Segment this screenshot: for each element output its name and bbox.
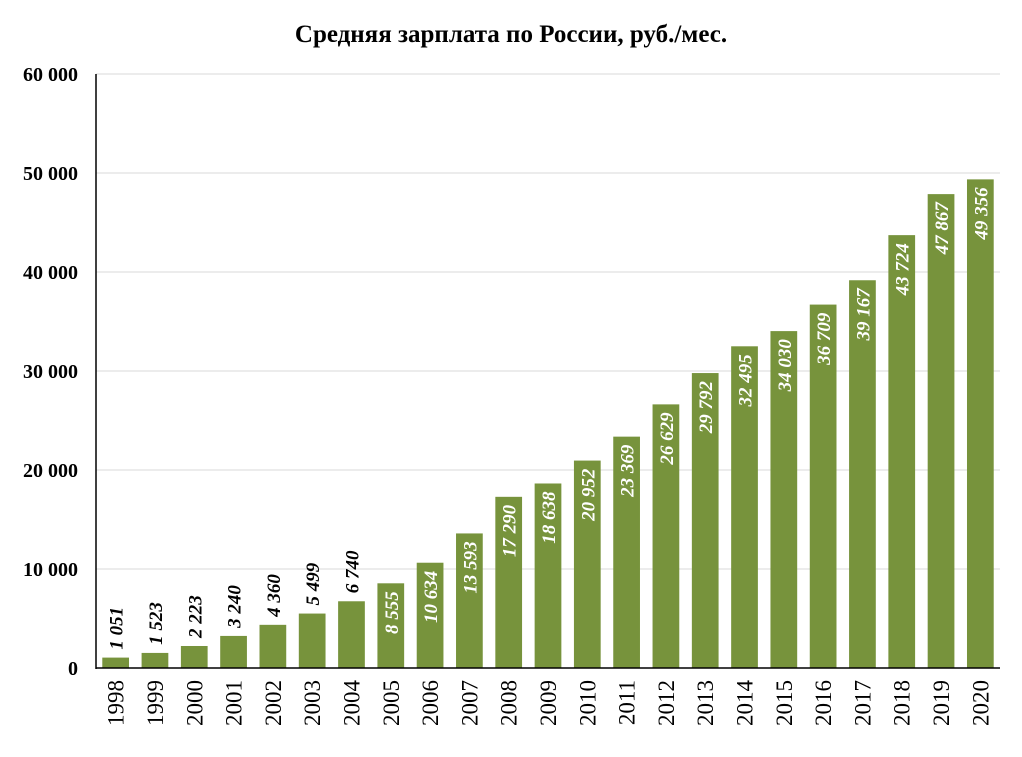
data-label: 39 167 [853, 287, 874, 342]
chart-title: Средняя зарплата по России, руб./мес. [295, 21, 727, 48]
data-label: 20 952 [578, 468, 599, 522]
x-tick-label: 2017 [850, 680, 875, 726]
x-tick-label: 2008 [497, 680, 522, 726]
data-label: 29 792 [696, 381, 717, 435]
x-tick-label: 2007 [457, 680, 482, 726]
x-axis-ticks: 1998 1999 2000 2001 2002 2003 2004 2005 2006 2007… [104, 680, 994, 727]
bar [770, 331, 798, 668]
data-label: 4 360 [264, 574, 285, 618]
bar [456, 533, 483, 668]
data-label: 23 369 [618, 444, 639, 498]
y-axis-ticks: 0 10 000 20 000 30 000 40 000 50 000 60 000 [23, 64, 78, 680]
x-tick-label: 2009 [536, 680, 561, 726]
bar [573, 460, 601, 668]
data-label: 8 555 [382, 591, 403, 634]
data-label: 2 223 [185, 595, 206, 639]
bar [966, 179, 994, 668]
x-tick-label: 2020 [968, 680, 993, 726]
x-tick-label: 2000 [182, 680, 207, 726]
x-tick-label: 2005 [379, 680, 404, 726]
data-label: 32 495 [736, 354, 757, 408]
data-label: 18 638 [539, 491, 560, 544]
y-tick-label: 50 000 [23, 163, 78, 185]
bar [180, 645, 208, 668]
data-label: 49 356 [971, 187, 992, 241]
x-tick-label: 2004 [339, 680, 364, 727]
bar [652, 404, 680, 668]
bar [259, 624, 287, 668]
bar [416, 562, 444, 668]
bar [888, 235, 916, 669]
bar [534, 483, 562, 668]
data-label: 34 030 [775, 339, 796, 393]
bar [731, 346, 758, 668]
bar [102, 657, 130, 668]
y-tick-label: 0 [68, 658, 78, 680]
x-tick-label: 2010 [575, 680, 600, 726]
bar [298, 613, 326, 668]
axes [95, 74, 1000, 669]
data-label: 1 051 [107, 607, 128, 650]
x-tick-label: 2016 [811, 680, 836, 726]
bars [102, 179, 994, 669]
data-label: 47 867 [932, 201, 953, 256]
y-tick-label: 60 000 [23, 64, 78, 86]
x-tick-label: 2003 [300, 680, 325, 726]
x-tick-label: 2001 [222, 680, 247, 726]
data-label: 1 523 [146, 602, 167, 645]
bar [927, 194, 955, 668]
bar [141, 652, 169, 668]
y-tick-label: 30 000 [23, 361, 78, 383]
bar [377, 583, 405, 668]
data-label: 13 593 [460, 541, 481, 593]
x-tick-label: 1998 [104, 680, 129, 726]
x-tick-label: 2019 [929, 680, 954, 726]
bar [849, 280, 876, 668]
x-tick-label: 1999 [143, 680, 168, 726]
bar [220, 635, 247, 668]
data-label: 36 709 [814, 312, 835, 366]
y-tick-label: 20 000 [23, 460, 78, 482]
x-tick-label: 2006 [418, 680, 443, 726]
x-tick-label: 2015 [772, 680, 797, 726]
x-tick-label: 2002 [261, 680, 286, 726]
data-label: 6 740 [342, 550, 363, 593]
data-label: 10 634 [421, 571, 442, 623]
bar [809, 304, 837, 668]
data-label: 43 724 [893, 243, 914, 296]
y-tick-label: 40 000 [23, 262, 78, 284]
x-tick-label: 2012 [654, 680, 679, 726]
data-label: 26 629 [657, 412, 678, 466]
x-tick-label: 2013 [693, 680, 718, 726]
x-tick-label: 2011 [615, 680, 640, 725]
y-tick-label: 10 000 [23, 559, 78, 581]
data-labels: 1 051 1 523 2 223 3 240 4 360 5 499 6 740 8 555… [107, 187, 993, 650]
bar [691, 373, 719, 668]
bar [613, 436, 640, 668]
data-label: 5 499 [303, 562, 324, 605]
bar [338, 601, 365, 668]
bar [495, 496, 523, 668]
x-tick-label: 2018 [890, 680, 915, 726]
data-label: 17 290 [500, 504, 521, 557]
data-label: 3 240 [225, 585, 246, 629]
x-tick-label: 2014 [733, 680, 758, 727]
